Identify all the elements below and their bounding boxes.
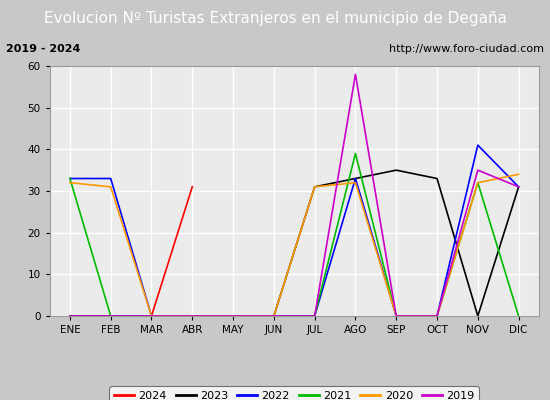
- Text: 2019 - 2024: 2019 - 2024: [6, 44, 80, 54]
- Text: http://www.foro-ciudad.com: http://www.foro-ciudad.com: [389, 44, 544, 54]
- Text: Evolucion Nº Turistas Extranjeros en el municipio de Degaña: Evolucion Nº Turistas Extranjeros en el …: [43, 10, 507, 26]
- Legend: 2024, 2023, 2022, 2021, 2020, 2019: 2024, 2023, 2022, 2021, 2020, 2019: [109, 386, 479, 400]
